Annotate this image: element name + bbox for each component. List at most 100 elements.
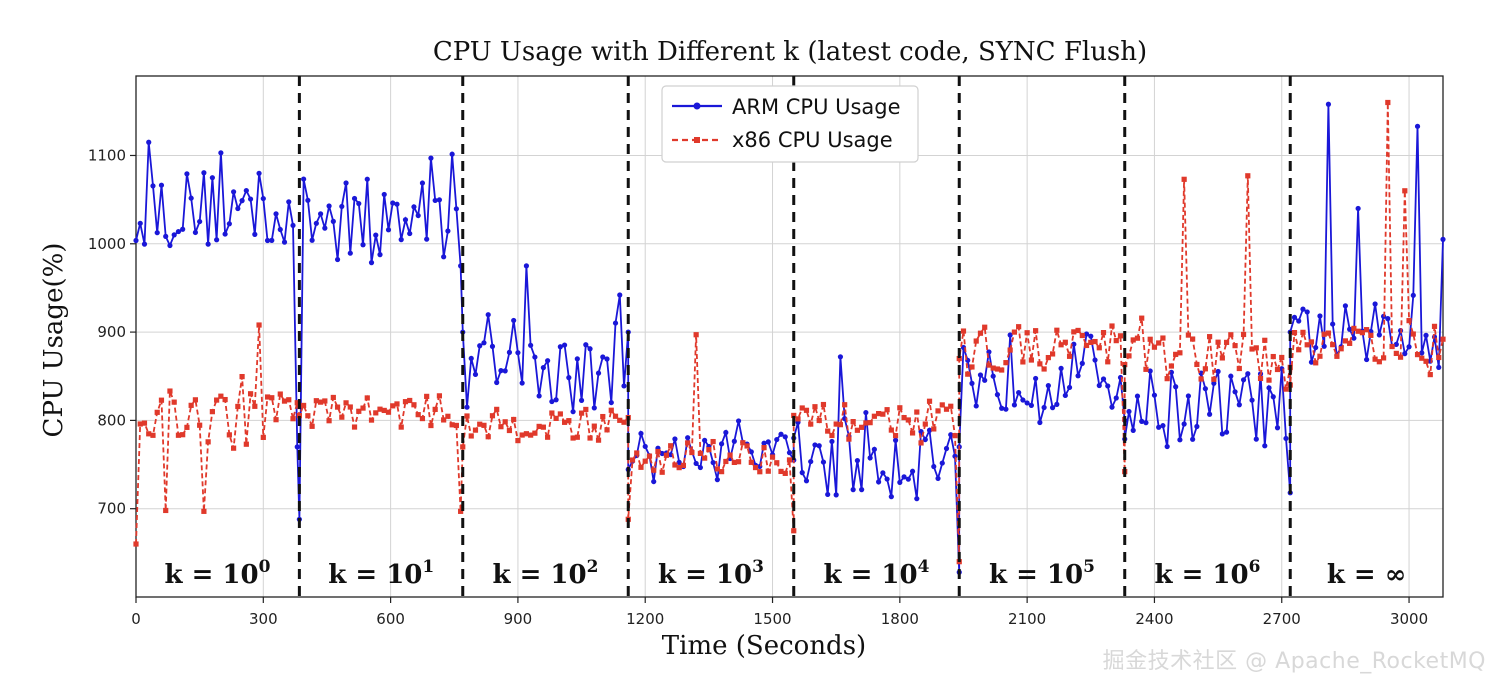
x-tick-label: 900 [504, 610, 533, 628]
data-point [205, 439, 211, 445]
data-point [808, 458, 814, 465]
data-point [782, 470, 788, 476]
data-point [1024, 400, 1030, 406]
data-point [1143, 420, 1149, 426]
data-point [1236, 365, 1242, 372]
data-point [1181, 421, 1187, 427]
data-point [1054, 327, 1060, 333]
data-point [1168, 363, 1175, 369]
legend: ARM CPU Usage x86 CPU Usage [661, 85, 919, 163]
data-point [795, 416, 801, 422]
data-point [901, 414, 907, 421]
data-point [977, 372, 984, 378]
data-point [837, 422, 844, 428]
data-point [587, 346, 593, 352]
data-point [557, 411, 563, 417]
data-point [163, 507, 169, 514]
data-point [604, 356, 610, 362]
data-point [154, 230, 160, 236]
data-point [1330, 321, 1336, 327]
data-point [876, 410, 882, 417]
data-point [171, 232, 177, 238]
data-point [884, 407, 890, 413]
data-point [859, 487, 865, 493]
data-point [432, 406, 438, 412]
data-point [347, 404, 353, 410]
data-point [591, 405, 597, 411]
chart-title: CPU Usage with Different k (latest code,… [433, 37, 1147, 67]
data-point [1219, 431, 1225, 437]
data-point [1291, 330, 1298, 336]
data-point [612, 320, 619, 326]
data-point [519, 380, 525, 386]
data-point [226, 221, 232, 227]
data-point [710, 438, 716, 445]
data-point [829, 432, 835, 439]
data-point [1181, 176, 1187, 182]
data-point [990, 373, 996, 379]
data-point [600, 413, 606, 420]
data-point [714, 477, 720, 483]
data-point [269, 395, 275, 401]
data-point [1249, 397, 1255, 403]
data-point [600, 354, 606, 360]
data-point [1207, 334, 1213, 340]
data-point [1160, 335, 1166, 341]
data-point [825, 428, 831, 434]
data-point [812, 404, 818, 410]
data-point [305, 413, 311, 419]
data-point [1202, 366, 1208, 372]
data-point [1079, 360, 1085, 366]
data-point [419, 180, 426, 186]
data-point [1177, 437, 1183, 443]
data-point [1020, 359, 1026, 365]
data-point [884, 476, 890, 482]
data-point [1156, 424, 1162, 430]
data-point [1300, 306, 1306, 312]
data-point [812, 442, 818, 448]
data-point [468, 433, 474, 439]
data-point [948, 432, 954, 438]
legend-x86-label: x86 CPU Usage [732, 128, 893, 152]
data-point [540, 365, 546, 371]
data-point [897, 405, 903, 411]
data-point [235, 403, 241, 410]
data-point [1211, 376, 1217, 382]
data-point [943, 406, 950, 412]
data-point [402, 217, 409, 223]
data-point [339, 414, 345, 420]
data-point [1160, 423, 1166, 429]
data-point [536, 423, 542, 430]
data-point [407, 397, 413, 404]
data-point [150, 432, 156, 438]
data-point [1109, 323, 1115, 329]
legend-arm-label: ARM CPU Usage [732, 95, 901, 119]
data-point [231, 445, 237, 451]
data-point [1291, 314, 1298, 320]
data-point [1266, 385, 1272, 391]
data-point [481, 422, 487, 428]
data-point [377, 252, 383, 258]
data-point [850, 419, 856, 425]
region-label: k = 104 [824, 557, 930, 590]
data-point [1134, 393, 1141, 399]
data-point [364, 176, 370, 182]
data-point [390, 403, 396, 409]
data-point [424, 236, 430, 242]
data-point [449, 422, 455, 428]
data-point [1130, 427, 1136, 433]
data-point [952, 433, 958, 439]
data-point [693, 332, 699, 338]
data-point [460, 444, 466, 450]
data-point [296, 412, 302, 419]
data-point [1020, 397, 1026, 403]
data-point [1397, 354, 1404, 360]
data-point [1037, 419, 1043, 426]
data-point [364, 395, 370, 401]
data-point [264, 394, 271, 400]
data-point [511, 317, 517, 324]
x-tick-label: 2100 [1008, 610, 1046, 628]
data-point [748, 459, 754, 465]
data-point [339, 203, 345, 210]
region-label: k = 106 [1155, 557, 1261, 590]
